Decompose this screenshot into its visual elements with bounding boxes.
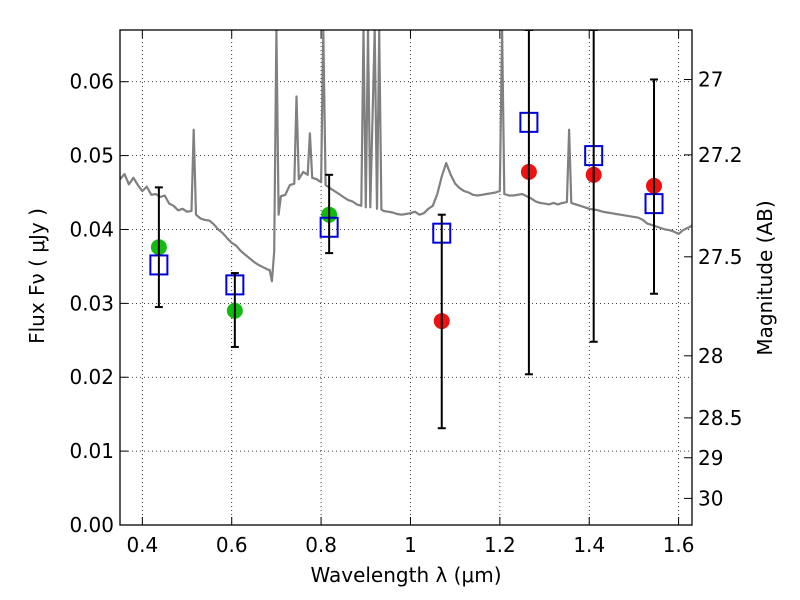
ticks: 0.4 0.6 0.8 1 1.2 1.4 1.6 0.00 0.01 0.02 0.03 0.04 0… [69,30,743,557]
x-tick-label: 0.6 [216,533,248,557]
x-tick-label: 1.4 [573,533,605,557]
right-tick-label: 28 [698,344,723,368]
y-axis-label: Flux Fν ( μJy ) [25,208,49,344]
grid [120,30,692,526]
y-tick-label: 0.05 [69,144,114,168]
x-tick-label: 0.4 [126,533,158,557]
right-tick-label: 27.2 [698,143,743,167]
x-tick-label: 1.6 [663,533,695,557]
model-spectrum-line [120,30,692,283]
right-tick-label: 29 [698,446,723,470]
right-axis-label: Magnitude (AB) [753,200,777,355]
right-tick-label: 30 [698,486,723,510]
data-layer [120,30,692,430]
y-tick-label: 0.03 [69,291,114,315]
x-axis-label: Wavelength λ (μm) [310,563,501,587]
y-tick-label: 0.01 [69,439,114,463]
y-tick-label: 0.04 [69,217,114,241]
x-tick-label: 1 [404,533,417,557]
right-tick-label: 27.5 [698,245,743,269]
y-tick-label: 0.06 [69,70,114,94]
y-tick-label: 0.02 [69,365,114,389]
right-tick-label: 28.5 [698,406,743,430]
plot-frame [119,29,693,526]
x-tick-label: 0.8 [305,533,337,557]
x-tick-label: 1.2 [484,533,516,557]
right-tick-label: 27 [698,68,723,92]
y-tick-label: 0.00 [69,513,114,537]
